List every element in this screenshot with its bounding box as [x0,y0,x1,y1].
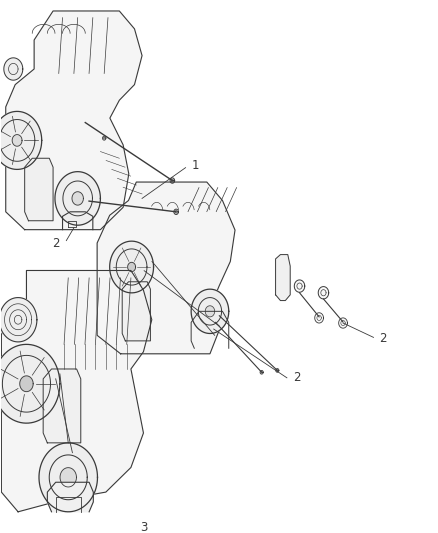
Circle shape [174,209,178,214]
Text: 2: 2 [379,333,387,345]
Circle shape [110,241,154,293]
Circle shape [276,369,279,372]
Polygon shape [6,11,142,230]
Circle shape [102,136,106,140]
Polygon shape [47,482,93,512]
Polygon shape [25,158,53,221]
Circle shape [205,306,215,317]
Polygon shape [97,182,235,354]
Circle shape [315,313,323,323]
Circle shape [260,370,263,374]
Circle shape [339,318,347,328]
Polygon shape [43,369,81,443]
Circle shape [72,192,83,205]
Circle shape [191,289,229,334]
Circle shape [55,172,100,225]
Circle shape [63,514,69,521]
Polygon shape [276,255,290,301]
Circle shape [4,58,23,80]
Text: 2: 2 [293,372,301,384]
Circle shape [127,262,135,272]
Circle shape [20,376,33,392]
Text: 2: 2 [52,237,60,249]
Circle shape [294,280,305,292]
Circle shape [0,111,42,169]
Circle shape [0,344,60,423]
Circle shape [60,467,76,487]
Circle shape [39,443,98,512]
Text: 3: 3 [140,521,148,533]
Circle shape [0,297,37,342]
Circle shape [170,178,175,183]
Circle shape [12,135,22,146]
Circle shape [318,287,328,299]
Polygon shape [1,270,152,512]
Text: 1: 1 [192,159,200,172]
Polygon shape [122,282,150,341]
